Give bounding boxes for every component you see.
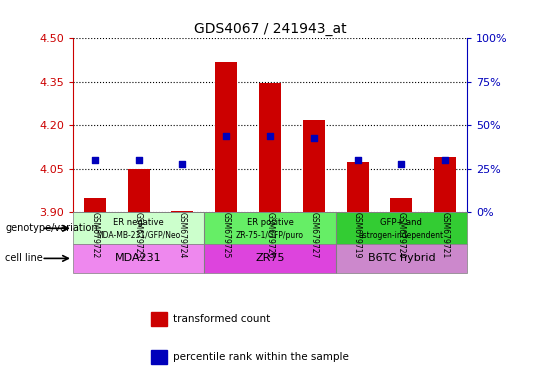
Bar [204,244,336,273]
Text: GSM679727: GSM679727 [309,212,318,258]
Text: GFP+ and: GFP+ and [381,218,422,227]
Bar [127,169,150,212]
Text: GSM679721: GSM679721 [441,212,450,258]
Text: ER negative: ER negative [113,218,164,227]
Text: ER positive: ER positive [247,218,293,227]
Text: percentile rank within the sample: percentile rank within the sample [173,352,349,362]
Bar [215,61,237,212]
Text: MDA-MB-231/GFP/Neo: MDA-MB-231/GFP/Neo [97,231,181,240]
Text: GSM679720: GSM679720 [397,212,406,258]
Bar [84,198,106,212]
Bar [336,244,467,273]
Bar [347,162,368,212]
Text: MDA231: MDA231 [115,253,162,263]
Point [309,134,318,141]
Title: GDS4067 / 241943_at: GDS4067 / 241943_at [194,22,346,36]
Text: ZR-75-1/GFP/puro: ZR-75-1/GFP/puro [236,231,304,240]
Bar [434,157,456,212]
Point [134,157,143,163]
Point [441,157,449,163]
Text: GSM679724: GSM679724 [178,212,187,258]
Point [266,133,274,139]
Point [178,161,187,167]
Bar [204,212,336,244]
Text: GSM679726: GSM679726 [266,212,274,258]
Text: B6TC hybrid: B6TC hybrid [368,253,435,263]
Point [91,157,99,163]
Point [397,161,406,167]
Text: estrogen-independent: estrogen-independent [359,231,444,240]
Text: GSM679725: GSM679725 [222,212,231,258]
Bar [336,212,467,244]
Point [353,157,362,163]
Text: GSM679722: GSM679722 [90,212,99,258]
Bar [172,211,193,212]
Text: ZR75: ZR75 [255,253,285,263]
Text: genotype/variation: genotype/variation [5,223,98,233]
Bar [303,120,325,212]
Bar [390,198,413,212]
Bar [73,212,204,244]
Text: GSM679723: GSM679723 [134,212,143,258]
Text: transformed count: transformed count [173,314,270,324]
Text: GSM679719: GSM679719 [353,212,362,258]
Bar [259,83,281,212]
Point [222,133,231,139]
Bar [73,244,204,273]
Text: cell line: cell line [5,253,43,263]
